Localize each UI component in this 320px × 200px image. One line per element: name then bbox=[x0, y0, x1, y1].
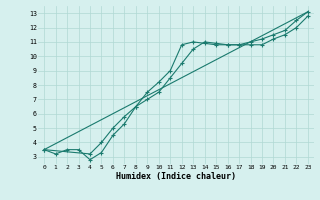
X-axis label: Humidex (Indice chaleur): Humidex (Indice chaleur) bbox=[116, 172, 236, 181]
